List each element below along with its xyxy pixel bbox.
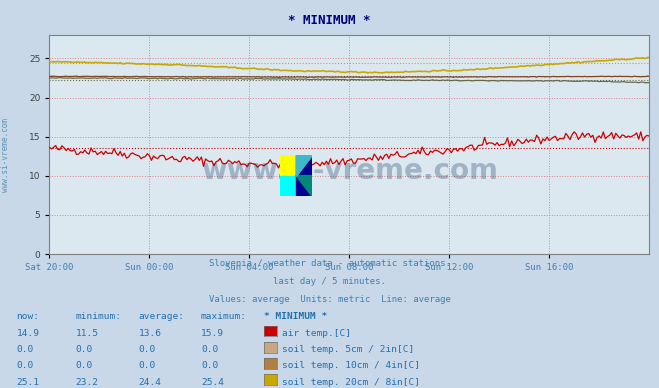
Text: Slovenia / weather data - automatic stations.: Slovenia / weather data - automatic stat… (208, 258, 451, 267)
Text: now:: now: (16, 312, 40, 321)
Text: www.si-vreme.com: www.si-vreme.com (201, 157, 498, 185)
Text: * MINIMUM *: * MINIMUM * (264, 312, 327, 321)
Bar (280, 155, 296, 175)
Text: 0.0: 0.0 (201, 345, 218, 354)
Text: 0.0: 0.0 (76, 361, 93, 370)
Text: 11.5: 11.5 (76, 329, 99, 338)
Text: www.si-vreme.com: www.si-vreme.com (1, 118, 10, 192)
Text: 0.0: 0.0 (16, 345, 34, 354)
Text: 23.2: 23.2 (76, 378, 99, 386)
Text: Values: average  Units: metric  Line: average: Values: average Units: metric Line: aver… (208, 295, 451, 304)
Text: 0.0: 0.0 (138, 345, 156, 354)
Text: 0.0: 0.0 (201, 361, 218, 370)
Text: 14.9: 14.9 (16, 329, 40, 338)
Text: 25.4: 25.4 (201, 378, 224, 386)
Text: 15.9: 15.9 (201, 329, 224, 338)
Text: air temp.[C]: air temp.[C] (282, 329, 351, 338)
Text: soil temp. 10cm / 4in[C]: soil temp. 10cm / 4in[C] (282, 361, 420, 370)
Bar (280, 175, 296, 196)
Text: 0.0: 0.0 (138, 361, 156, 370)
Polygon shape (296, 175, 312, 196)
Text: 25.1: 25.1 (16, 378, 40, 386)
Text: soil temp. 5cm / 2in[C]: soil temp. 5cm / 2in[C] (282, 345, 415, 354)
Text: last day / 5 minutes.: last day / 5 minutes. (273, 277, 386, 286)
Text: 0.0: 0.0 (76, 345, 93, 354)
Text: minimum:: minimum: (76, 312, 122, 321)
Text: 24.4: 24.4 (138, 378, 161, 386)
Text: 0.0: 0.0 (16, 361, 34, 370)
Bar (296, 155, 312, 196)
Text: average:: average: (138, 312, 185, 321)
Text: maximum:: maximum: (201, 312, 247, 321)
Polygon shape (296, 155, 312, 175)
Text: 13.6: 13.6 (138, 329, 161, 338)
Text: soil temp. 20cm / 8in[C]: soil temp. 20cm / 8in[C] (282, 378, 420, 386)
Text: * MINIMUM *: * MINIMUM * (288, 14, 371, 27)
